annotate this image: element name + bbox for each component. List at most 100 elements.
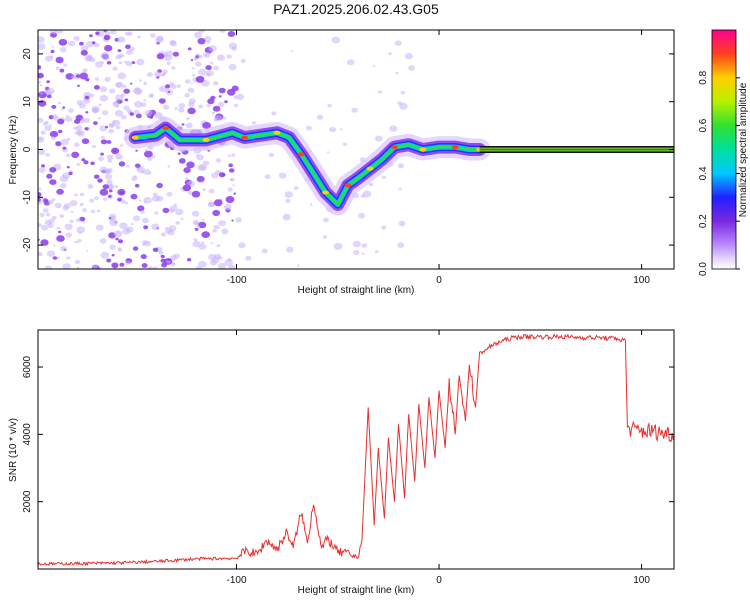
noise-blob (167, 258, 171, 261)
noise-blob (233, 192, 237, 195)
noise-blob (124, 98, 129, 102)
noise-blob (51, 136, 56, 141)
noise-blob (49, 130, 59, 138)
noise-blob (352, 240, 361, 248)
noise-blob (203, 36, 212, 42)
noise-blob (135, 183, 140, 188)
noise-blob (158, 98, 166, 104)
noise-blob (184, 93, 190, 98)
noise-blob (69, 219, 74, 223)
noise-blob (41, 164, 45, 168)
noise-blob (76, 266, 80, 269)
colorbar-ticks: 0.0 0.2 0.4 0.6 0.8 (698, 70, 740, 276)
noise-blob (85, 111, 89, 114)
snr-y-ticks: 2000 4000 6000 (22, 355, 674, 513)
noise-blob (187, 258, 192, 262)
noise-blob (203, 51, 211, 58)
noise-blob (202, 160, 210, 166)
noise-blob (251, 121, 257, 125)
noise-blob (199, 164, 207, 171)
noise-blob (152, 247, 159, 252)
noise-blob (124, 31, 130, 36)
noise-blob (97, 117, 101, 120)
noise-blob (218, 95, 222, 98)
noise-blob (326, 151, 330, 154)
noise-blob (154, 211, 159, 215)
colorbar-tick-label: 0.6 (698, 118, 709, 132)
noise-blob (109, 244, 116, 250)
noise-blob (43, 90, 48, 94)
noise-blob (197, 38, 206, 45)
noise-blob (353, 250, 360, 255)
noise-blob (106, 61, 112, 65)
noise-blob (358, 212, 366, 219)
noise-blob (84, 127, 89, 131)
y-tick-label: 4000 (22, 423, 33, 446)
signal-peak (344, 183, 352, 188)
noise-blob (271, 111, 277, 116)
colorbar-gradient (711, 29, 737, 270)
noise-blob (362, 190, 372, 198)
noise-blob (90, 161, 95, 166)
noise-blob (206, 103, 211, 108)
noise-blob (99, 94, 109, 102)
noise-blob (84, 95, 90, 100)
noise-blob (397, 242, 405, 248)
noise-blob (58, 101, 61, 105)
noise-blob (69, 200, 78, 207)
noise-blob (41, 224, 49, 231)
noise-blob (55, 141, 62, 147)
noise-blob (94, 196, 99, 200)
noise-blob (77, 238, 82, 243)
noise-blob (49, 179, 57, 186)
noise-blob (59, 68, 65, 73)
noise-blob (404, 52, 413, 60)
noise-blob (129, 46, 136, 52)
noise-blob (213, 224, 219, 230)
noise-blob (74, 142, 80, 147)
noise-blob (219, 30, 226, 33)
noise-blob (342, 142, 348, 146)
noise-blob (106, 167, 113, 173)
noise-blob (235, 217, 242, 223)
noise-blob (110, 30, 117, 35)
noise-blob (134, 100, 143, 108)
noise-blob (55, 66, 60, 70)
noise-blob (79, 192, 85, 197)
noise-blob (99, 166, 108, 174)
noise-blob (217, 256, 223, 260)
noise-blob (175, 208, 184, 216)
noise-blob (285, 198, 291, 203)
signal-peak (391, 145, 398, 150)
noise-blob (227, 154, 231, 157)
noise-blob (125, 260, 131, 265)
spectrogram-x-axis-label: Height of straight line (km) (298, 285, 415, 296)
noise-blob (218, 87, 226, 94)
noise-blob (79, 41, 84, 46)
noise-blob (213, 81, 219, 86)
noise-blob (55, 56, 64, 64)
noise-blob (86, 249, 89, 252)
noise-blob (93, 42, 100, 48)
y-tick-label: 0 (22, 146, 33, 152)
noise-blob (64, 223, 73, 231)
noise-blob (136, 58, 145, 66)
noise-blob (82, 221, 86, 224)
noise-blob (175, 221, 181, 225)
noise-blob (227, 31, 236, 37)
colorbar-label: Normalized spectral amplitude (738, 82, 749, 217)
noise-blob (293, 186, 299, 191)
noise-blob (176, 84, 181, 88)
noise-blob (104, 173, 113, 180)
noise-blob (54, 202, 62, 209)
noise-blob (38, 65, 42, 70)
noise-blob (47, 199, 54, 205)
noise-blob (192, 240, 201, 248)
noise-blob (46, 87, 55, 95)
noise-blob (56, 226, 61, 230)
noise-blob (84, 118, 91, 123)
noise-blob (38, 81, 42, 84)
noise-blob (208, 253, 217, 261)
noise-blob (155, 36, 164, 44)
noise-blob (108, 122, 115, 128)
